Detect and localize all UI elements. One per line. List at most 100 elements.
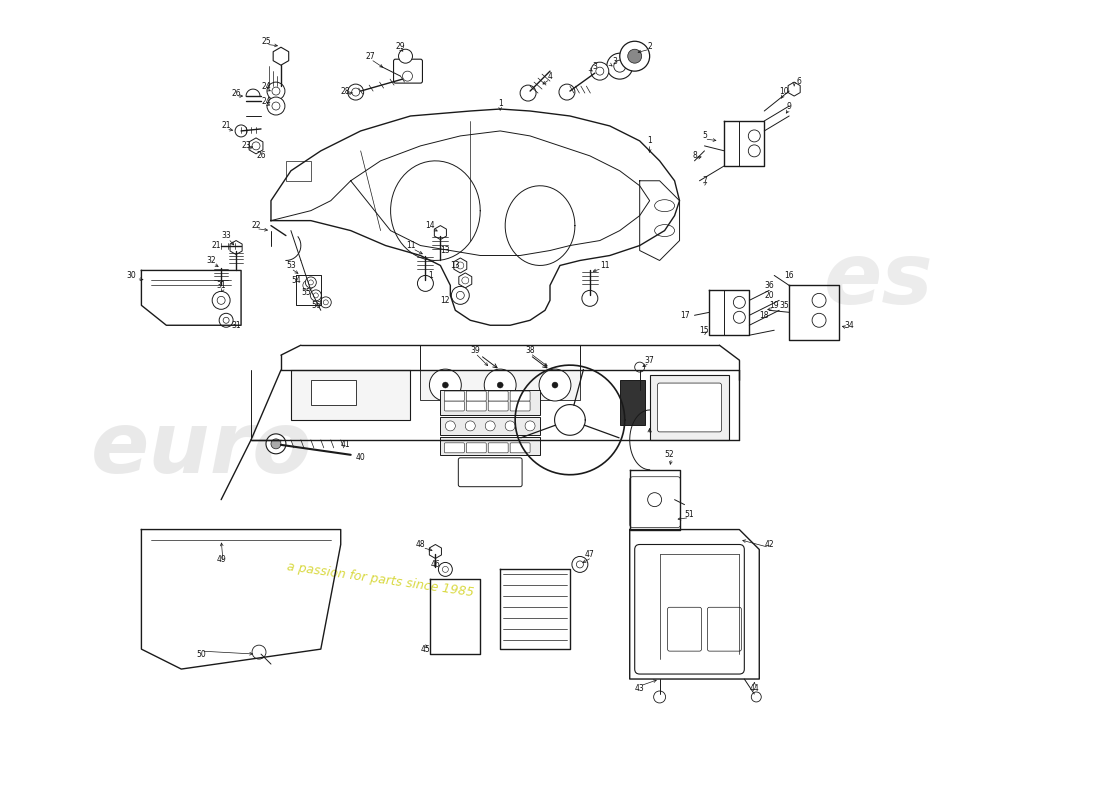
Circle shape (451, 286, 470, 304)
FancyBboxPatch shape (510, 391, 530, 401)
FancyBboxPatch shape (420, 370, 580, 400)
Text: es: es (824, 239, 934, 322)
Text: 28: 28 (341, 86, 351, 95)
Circle shape (271, 439, 281, 449)
Circle shape (465, 421, 475, 431)
Text: 21: 21 (211, 241, 221, 250)
FancyBboxPatch shape (440, 417, 540, 435)
Circle shape (485, 421, 495, 431)
Circle shape (267, 97, 285, 115)
Text: 42: 42 (764, 540, 774, 549)
Text: 3: 3 (613, 57, 617, 66)
FancyBboxPatch shape (510, 443, 530, 453)
FancyBboxPatch shape (440, 437, 540, 455)
Text: 51: 51 (684, 510, 694, 519)
FancyBboxPatch shape (290, 370, 410, 420)
Text: 11: 11 (601, 261, 609, 270)
FancyBboxPatch shape (510, 401, 530, 411)
FancyBboxPatch shape (707, 607, 741, 651)
Text: 49: 49 (217, 555, 226, 564)
Text: 47: 47 (585, 550, 595, 559)
FancyBboxPatch shape (311, 380, 355, 405)
Text: 16: 16 (784, 271, 794, 280)
Circle shape (559, 84, 575, 100)
FancyBboxPatch shape (619, 380, 645, 425)
Text: 8: 8 (692, 151, 697, 160)
Text: 13: 13 (451, 261, 460, 270)
Text: 55: 55 (301, 288, 310, 297)
Circle shape (235, 125, 248, 137)
Circle shape (446, 421, 455, 431)
Text: 26: 26 (256, 151, 266, 160)
Text: 27: 27 (366, 52, 375, 61)
FancyBboxPatch shape (444, 391, 464, 401)
Circle shape (442, 382, 449, 388)
Text: 11: 11 (406, 241, 415, 250)
Text: 24: 24 (261, 82, 271, 90)
Text: 14: 14 (426, 221, 436, 230)
Text: 1: 1 (647, 137, 652, 146)
Circle shape (525, 421, 535, 431)
Circle shape (520, 85, 536, 101)
Circle shape (484, 369, 516, 401)
FancyBboxPatch shape (658, 383, 722, 432)
Circle shape (212, 291, 230, 310)
FancyBboxPatch shape (394, 59, 422, 83)
Circle shape (572, 557, 587, 572)
Circle shape (266, 434, 286, 454)
Text: 29: 29 (396, 42, 405, 50)
Circle shape (267, 82, 285, 100)
Circle shape (751, 692, 761, 702)
FancyBboxPatch shape (444, 401, 464, 411)
Text: a passion for parts since 1985: a passion for parts since 1985 (286, 560, 475, 599)
Text: 48: 48 (416, 540, 426, 549)
FancyBboxPatch shape (488, 391, 508, 401)
Circle shape (653, 691, 666, 703)
Text: 26: 26 (231, 89, 241, 98)
Text: 52: 52 (664, 450, 674, 459)
Text: 7: 7 (702, 176, 707, 186)
Circle shape (429, 369, 461, 401)
Text: 37: 37 (645, 356, 654, 365)
Text: 3: 3 (593, 62, 597, 70)
Text: 38: 38 (526, 346, 535, 354)
Text: 20: 20 (764, 291, 774, 300)
Text: 44: 44 (749, 685, 759, 694)
Circle shape (539, 369, 571, 401)
Circle shape (418, 275, 433, 291)
Text: 19: 19 (769, 301, 779, 310)
Text: 46: 46 (430, 560, 440, 569)
Text: 6: 6 (796, 77, 802, 86)
Text: 50: 50 (196, 650, 206, 658)
Text: 10: 10 (780, 86, 789, 95)
Circle shape (398, 50, 412, 63)
Text: 23: 23 (241, 142, 251, 150)
Circle shape (591, 62, 608, 80)
Circle shape (497, 382, 503, 388)
FancyBboxPatch shape (466, 401, 486, 411)
Circle shape (252, 645, 266, 659)
Circle shape (582, 290, 597, 306)
FancyBboxPatch shape (629, 477, 681, 527)
Text: 40: 40 (355, 454, 365, 462)
FancyBboxPatch shape (466, 391, 486, 401)
FancyBboxPatch shape (488, 401, 508, 411)
Text: euro: euro (90, 408, 312, 491)
Circle shape (505, 421, 515, 431)
Circle shape (310, 290, 321, 301)
Text: 4: 4 (548, 72, 552, 81)
Text: 25: 25 (261, 37, 271, 46)
Text: 22: 22 (251, 221, 261, 230)
Text: 56: 56 (311, 301, 321, 310)
Circle shape (552, 382, 558, 388)
Text: 30: 30 (126, 271, 136, 280)
Text: 18: 18 (759, 310, 769, 320)
Text: 39: 39 (471, 346, 480, 354)
FancyBboxPatch shape (459, 458, 522, 486)
Circle shape (628, 50, 641, 63)
Circle shape (320, 297, 331, 308)
FancyBboxPatch shape (466, 443, 486, 453)
Text: 35: 35 (779, 301, 789, 310)
Circle shape (619, 42, 650, 71)
Text: 1: 1 (428, 271, 432, 280)
